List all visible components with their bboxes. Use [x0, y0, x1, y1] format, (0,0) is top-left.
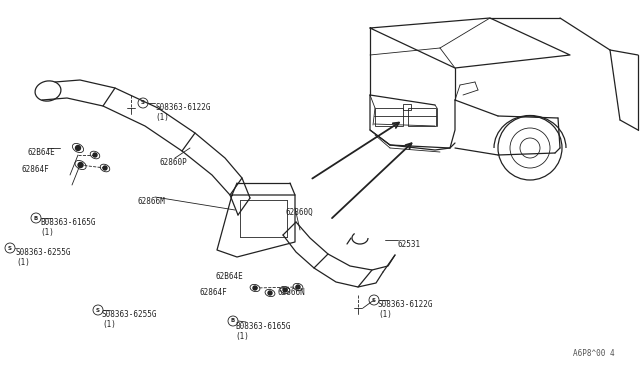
Circle shape: [103, 166, 107, 170]
Circle shape: [253, 286, 257, 290]
Text: 62531: 62531: [398, 240, 421, 249]
Circle shape: [78, 163, 83, 167]
Text: S08363-6255G
(1): S08363-6255G (1): [102, 310, 157, 329]
Text: S08363-6122G
(1): S08363-6122G (1): [378, 300, 433, 320]
Circle shape: [76, 145, 81, 151]
Bar: [375, 108, 403, 126]
Text: B: B: [34, 215, 38, 221]
Circle shape: [93, 153, 97, 157]
Text: 62866M: 62866M: [138, 197, 166, 206]
Bar: [408, 108, 436, 126]
Text: B08363-6165G
(1): B08363-6165G (1): [40, 218, 95, 237]
Circle shape: [268, 291, 272, 295]
Text: B08363-6165G
(1): B08363-6165G (1): [235, 322, 291, 341]
Text: 62864F: 62864F: [200, 288, 228, 297]
Text: S: S: [96, 308, 100, 312]
Text: 62B64E: 62B64E: [215, 272, 243, 281]
Text: S: S: [372, 298, 376, 302]
Circle shape: [283, 288, 287, 292]
Text: 62B64E: 62B64E: [28, 148, 56, 157]
Text: S08363-6255G
(1): S08363-6255G (1): [16, 248, 72, 267]
Text: S08363-6122G
(1): S08363-6122G (1): [155, 103, 211, 122]
Text: 62864F: 62864F: [22, 165, 50, 174]
Text: S: S: [8, 246, 12, 250]
Text: 62860Q: 62860Q: [285, 208, 313, 217]
Text: A6P8^00 4: A6P8^00 4: [573, 349, 615, 358]
Text: S: S: [141, 100, 145, 106]
Text: 62866N: 62866N: [278, 288, 306, 297]
Text: B: B: [231, 318, 235, 324]
Circle shape: [296, 285, 300, 289]
Bar: [403, 104, 411, 110]
Text: 62860P: 62860P: [160, 158, 188, 167]
